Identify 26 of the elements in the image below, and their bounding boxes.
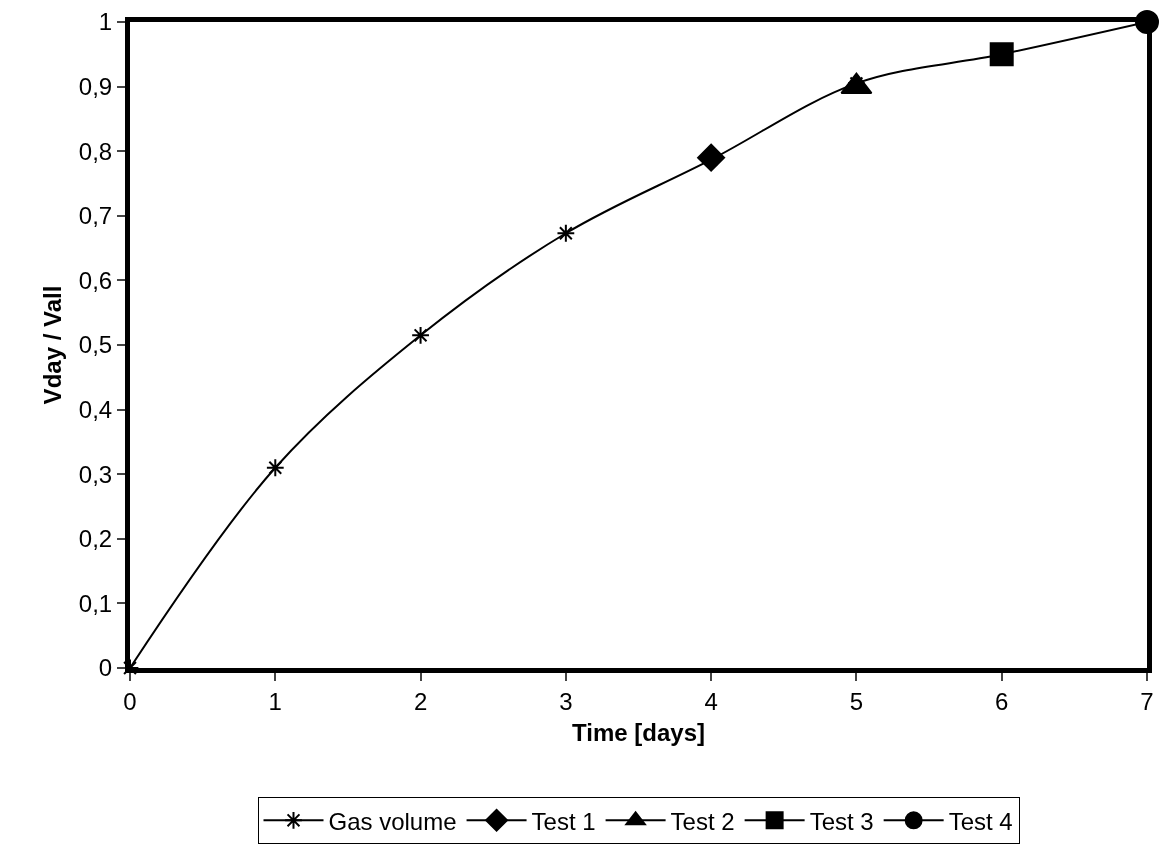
y-axis-title: Vday / Vall — [38, 285, 66, 405]
y-tick-label: 0,3 — [78, 460, 113, 488]
x-tick-label: 6 — [995, 687, 1009, 715]
legend-label: Test 1 — [531, 807, 596, 835]
y-tick-label: 0,4 — [78, 396, 113, 423]
y-tick-label: 0,6 — [78, 266, 113, 294]
x-tick-label: 3 — [559, 687, 573, 715]
y-tick-label: 0,8 — [78, 137, 113, 165]
x-axis-title: Time [days] — [572, 719, 705, 747]
legend-label: Test 2 — [670, 807, 735, 835]
legend-label: Test 3 — [809, 807, 874, 835]
x-tick-label: 0 — [123, 687, 137, 715]
y-tick-label: 0,1 — [78, 589, 113, 617]
x-tick-label: 1 — [268, 687, 282, 715]
x-tick-label: 5 — [849, 687, 864, 715]
y-tick-label: 1 — [98, 8, 113, 36]
y-tick-label: 0,7 — [78, 202, 113, 230]
legend-label: Test 4 — [948, 807, 1013, 835]
y-tick-label: 0,5 — [78, 331, 113, 359]
y-tick-label: 0,9 — [78, 73, 113, 100]
legend-label: Gas volume — [328, 807, 457, 835]
x-tick-label: 4 — [704, 687, 718, 715]
x-tick-label: 7 — [1140, 687, 1154, 715]
y-tick-label: 0 — [98, 654, 113, 682]
x-tick-label: 2 — [413, 687, 428, 715]
y-tick-label: 0,2 — [78, 525, 113, 553]
